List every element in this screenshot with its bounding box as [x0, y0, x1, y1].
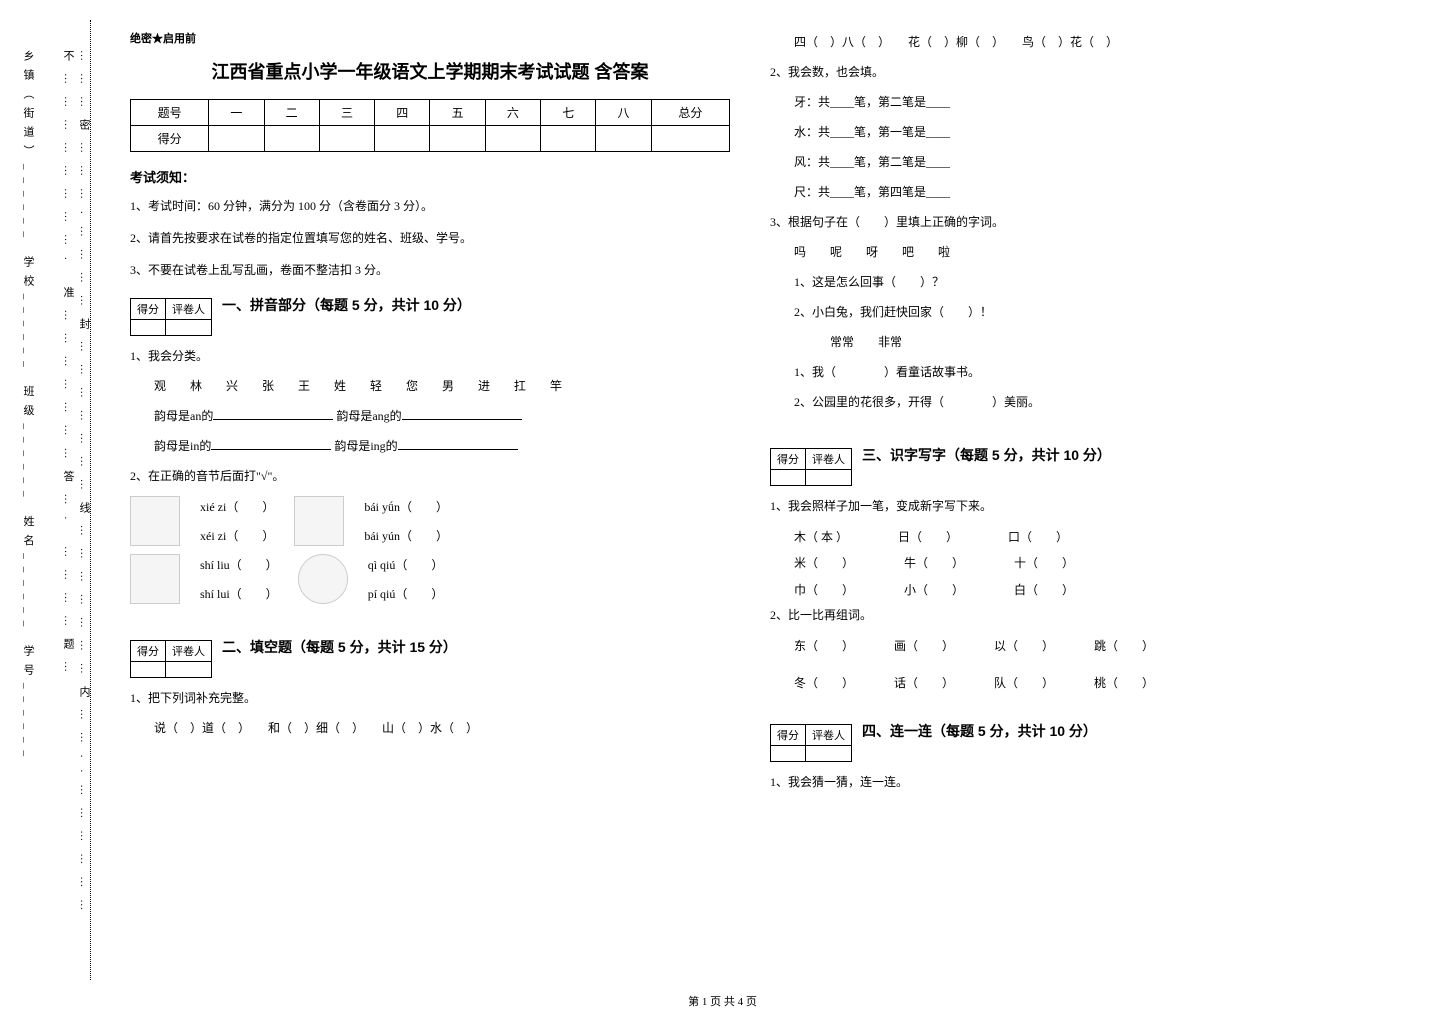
binding-label: 乡镇（街道）______ 学校______ 班级______ 姓名______ …	[20, 50, 36, 950]
question: 1、我会分类。	[130, 344, 730, 368]
pinyin-option: bái yǘn（ ）	[364, 498, 448, 515]
char-item: 木（ 本 ）	[794, 524, 848, 550]
table-row: 题号 一 二 三 四 五 六 七 八 总分	[131, 100, 730, 126]
question-line: 说（ ）道（ ） 和（ ）细（ ） 山（ ）水（ ）	[130, 716, 730, 740]
question-options: 吗 呢 呀 吧 啦	[770, 240, 1370, 264]
th: 二	[264, 100, 319, 126]
question: 3、根据句子在（ ）里填上正确的字词。	[770, 210, 1370, 234]
image-placeholder	[298, 554, 348, 604]
question: 2、在正确的音节后面打"√"。	[130, 464, 730, 488]
question: 1、把下列词补充完整。	[130, 686, 730, 710]
notice-title: 考试须知：	[130, 167, 730, 186]
char-item: 米（ ）	[794, 550, 854, 576]
exam-title: 江西省重点小学一年级语文上学期期末考试试题 含答案	[130, 58, 730, 84]
pinyin-option: pí qiú（ ）	[368, 585, 444, 602]
question-line: 2、公园里的花很多，开得（ ）美丽。	[770, 390, 1370, 414]
image-placeholder	[130, 496, 180, 546]
char-item: 白（ ）	[1014, 577, 1074, 603]
question: 2、我会数，也会填。	[770, 60, 1370, 84]
left-column: 绝密★启用前 江西省重点小学一年级语文上学期期末考试试题 含答案 题号 一 二 …	[110, 30, 750, 800]
section-score-box: 得分评卷人	[130, 298, 212, 336]
char-item: 口（ ）	[1008, 524, 1068, 550]
th: 五	[430, 100, 485, 126]
th: 总分	[651, 100, 729, 126]
page-footer: 第 1 页 共 4 页	[0, 993, 1445, 1009]
question-line: 韵母是in的 韵母是ing的	[130, 434, 730, 458]
char-item: 画（ ）	[894, 633, 954, 659]
th: 一	[209, 100, 264, 126]
question: 1、我会猜一猜，连一连。	[770, 770, 1370, 794]
char-item: 十（ ）	[1014, 550, 1074, 576]
th: 题号	[131, 100, 209, 126]
table-row: 得分	[131, 126, 730, 152]
section-1-title: 一、拼音部分（每题 5 分，共计 10 分）	[222, 295, 471, 315]
instruction-line: 3、不要在试卷上乱写乱画，卷面不整洁扣 3 分。	[130, 258, 730, 282]
char-item: 东（ ）	[794, 633, 854, 659]
th: 八	[596, 100, 651, 126]
question-line: 韵母是an的 韵母是ang的	[130, 404, 730, 428]
question-line: 尺：共____笔，第四笔是____	[770, 180, 1370, 204]
page-content: 绝密★启用前 江西省重点小学一年级语文上学期期末考试试题 含答案 题号 一 二 …	[110, 30, 1420, 800]
char-item: 队（ ）	[994, 670, 1054, 696]
section-4-title: 四、连一连（每题 5 分，共计 10 分）	[862, 721, 1097, 741]
pinyin-option: xéi zi（ ）	[200, 527, 274, 544]
instruction-line: 2、请首先按要求在试卷的指定位置填写您的姓名、班级、学号。	[130, 226, 730, 250]
char-item: 巾（ ）	[794, 577, 854, 603]
char-item: 小（ ）	[904, 577, 964, 603]
th: 四	[375, 100, 430, 126]
question-line: 1、我（ ）看童话故事书。	[770, 360, 1370, 384]
pinyin-row: shí liu（ ） shí lui（ ） qì qiú（ ） pí qiú（ …	[130, 554, 730, 604]
section-3-title: 三、识字写字（每题 5 分，共计 10 分）	[862, 445, 1111, 465]
section-score-box: 得分评卷人	[130, 640, 212, 678]
section-2-title: 二、填空题（每题 5 分，共计 15 分）	[222, 637, 457, 657]
th: 三	[319, 100, 374, 126]
pinyin-option: qì qiú（ ）	[368, 556, 444, 573]
instruction-line: 1、考试时间：60 分钟，满分为 100 分（含卷面分 3 分）。	[130, 194, 730, 218]
char-item: 冬（ ）	[794, 670, 854, 696]
section-score-box: 得分评卷人	[770, 448, 852, 486]
question-chars: 观 林 兴 张 王 姓 轻 您 男 进 扛 竿	[130, 374, 730, 398]
question: 1、我会照样子加一笔，变成新字写下来。	[770, 494, 1370, 518]
question-line: 四（ ）八（ ） 花（ ）柳（ ） 鸟（ ）花（ ）	[770, 30, 1370, 54]
pinyin-option: bái yún（ ）	[364, 527, 448, 544]
seal-line-text: ………密……….…………封…………………线…………………内……..………………不…	[60, 50, 92, 950]
image-placeholder	[294, 496, 344, 546]
td: 得分	[131, 126, 209, 152]
section-score-box: 得分评卷人	[770, 724, 852, 762]
question-options: 常常 非常	[770, 330, 1370, 354]
question-line: 2、小白兔，我们赶快回家（ ）！	[770, 300, 1370, 324]
th: 七	[541, 100, 596, 126]
question-line: 水：共____笔，第一笔是____	[770, 120, 1370, 144]
pinyin-row: xié zi（ ） xéi zi（ ） bái yǘn（ ） bái yún（ …	[130, 496, 730, 546]
char-grid: 木（ 本 ） 日（ ） 口（ ） 米（ ） 牛（ ） 十（ ） 巾（ ） 小（ …	[770, 524, 1370, 603]
th: 六	[485, 100, 540, 126]
image-placeholder	[130, 554, 180, 604]
question-line: 牙：共____笔，第二笔是____	[770, 90, 1370, 114]
right-column: 四（ ）八（ ） 花（ ）柳（ ） 鸟（ ）花（ ） 2、我会数，也会填。 牙：…	[750, 30, 1390, 800]
pinyin-option: shí lui（ ）	[200, 585, 278, 602]
char-item: 跳（ ）	[1094, 633, 1154, 659]
char-grid: 东（ ） 画（ ） 以（ ） 跳（ ） 冬（ ） 话（ ） 队（ ） 桃（ ）	[770, 633, 1370, 696]
char-item: 桃（ ）	[1094, 670, 1154, 696]
score-summary-table: 题号 一 二 三 四 五 六 七 八 总分 得分	[130, 99, 730, 152]
pinyin-option: shí liu（ ）	[200, 556, 278, 573]
question-line: 风：共____笔，第二笔是____	[770, 150, 1370, 174]
question-line: 1、这是怎么回事（ ）？	[770, 270, 1370, 294]
char-item: 话（ ）	[894, 670, 954, 696]
char-item: 牛（ ）	[904, 550, 964, 576]
dotted-divider	[90, 20, 91, 980]
question: 2、比一比再组词。	[770, 603, 1370, 627]
char-item: 日（ ）	[898, 524, 958, 550]
char-item: 以（ ）	[994, 633, 1054, 659]
pinyin-option: xié zi（ ）	[200, 498, 274, 515]
confidential-mark: 绝密★启用前	[130, 30, 730, 46]
